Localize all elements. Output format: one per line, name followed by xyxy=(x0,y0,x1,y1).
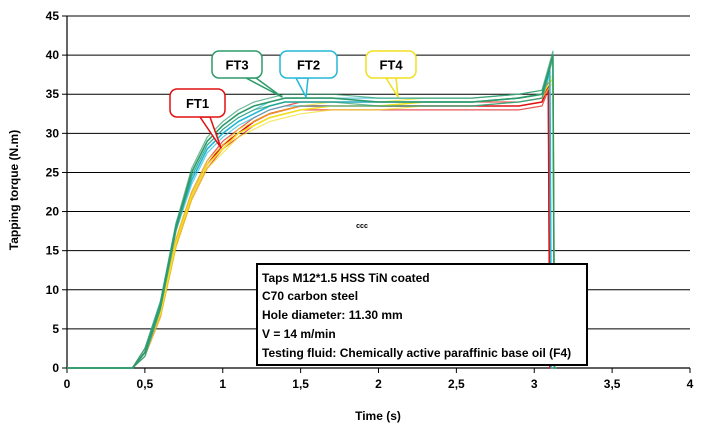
x-tick-label: 2 xyxy=(375,377,382,391)
info-box-frame xyxy=(256,263,588,366)
tick-labels: 0 5 10 15 20 25 30 35 40 45 0 0,5 1 1,5 2 2,5 3 3,5 4 xyxy=(46,9,694,391)
series-line-FT3 xyxy=(67,54,557,369)
x-tick-label: 2,5 xyxy=(448,377,465,391)
y-tick-label: 45 xyxy=(46,9,60,23)
callout-FT1: FT1 xyxy=(169,88,226,149)
y-tick-label: 30 xyxy=(46,126,60,140)
x-tick-label: 1 xyxy=(219,377,226,391)
x-tick-label: 3,5 xyxy=(604,377,621,391)
callout-FT2: FT2 xyxy=(279,50,338,98)
callout-box xyxy=(279,50,338,79)
y-tick-label: 0 xyxy=(52,361,59,375)
y-tick-label: 35 xyxy=(46,87,60,101)
y-tick-label: 5 xyxy=(52,322,59,336)
y-tick-label: 10 xyxy=(46,283,60,297)
small-annotation: ccc xyxy=(356,223,368,230)
y-tick-label: 15 xyxy=(46,244,60,258)
x-axis-title: Time (s) xyxy=(355,409,401,423)
series-layer xyxy=(67,50,557,369)
x-tick-label: 3 xyxy=(531,377,538,391)
callout-box xyxy=(211,50,263,79)
callout-label: FT1 xyxy=(186,96,209,111)
callout-FT3: FT3 xyxy=(211,50,283,98)
callout-pointer xyxy=(199,116,222,149)
info-line-3: Hole diameter: 11.30 mm xyxy=(262,308,403,322)
callout-label: FT3 xyxy=(225,58,248,73)
callout-label: FT2 xyxy=(297,58,320,73)
y-tick-label: 20 xyxy=(46,205,60,219)
x-tick-label: 0 xyxy=(64,377,71,391)
callout-box xyxy=(169,88,226,118)
callouts: FT1 FT2 FT3 FT4 xyxy=(169,50,417,149)
info-line-2: C70 carbon steel xyxy=(262,289,358,303)
axes xyxy=(62,15,691,373)
y-tick-label: 40 xyxy=(46,48,60,62)
y-tick-label: 25 xyxy=(46,165,60,179)
callout-box xyxy=(365,50,417,79)
info-line-5: Testing fluid: Chemically active paraffi… xyxy=(262,346,571,360)
callout-label: FT4 xyxy=(379,58,403,73)
info-line-4: V = 14 m/min xyxy=(262,327,336,341)
info-box: Taps M12*1.5 HSS TiN coated C70 carbon s… xyxy=(256,263,588,366)
x-tick-label: 1,5 xyxy=(292,377,309,391)
callout-FT4: FT4 xyxy=(365,50,417,98)
y-axis-title: Tapping torque (N.m) xyxy=(7,130,21,250)
info-line-1: Taps M12*1.5 HSS TiN coated xyxy=(262,271,430,285)
x-tick-label: 4 xyxy=(687,377,694,391)
x-tick-label: 0,5 xyxy=(137,377,154,391)
